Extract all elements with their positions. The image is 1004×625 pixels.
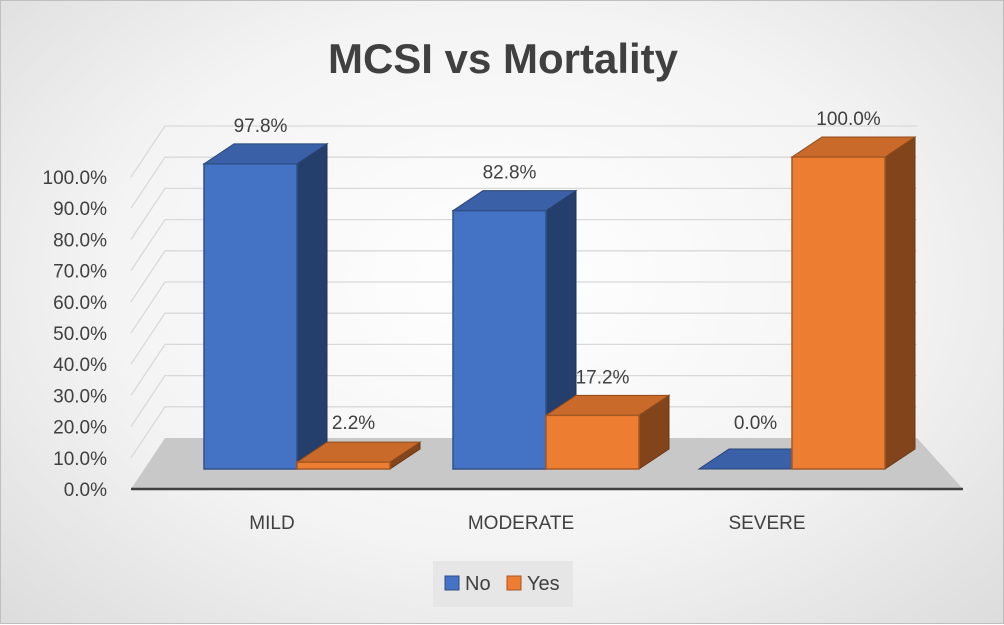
gridline xyxy=(130,156,917,209)
gridline xyxy=(130,250,917,303)
data-label-yes-moderate: 17.2% xyxy=(576,367,630,388)
y-axis-ticks: 0.0% 10.0% 20.0% 30.0% 40.0% 50.0% 60.0% 70.0% 8… xyxy=(43,168,108,501)
gridline xyxy=(130,187,917,240)
gridline xyxy=(130,281,917,334)
y-tick-label: 80.0% xyxy=(53,230,107,251)
y-tick-label: 60.0% xyxy=(53,293,107,314)
bars xyxy=(202,136,917,470)
category-label-severe: SEVERE xyxy=(728,513,805,534)
y-tick-label: 40.0% xyxy=(53,355,107,376)
data-label-no-severe: 0.0% xyxy=(734,413,777,434)
bar-no-mild xyxy=(203,163,298,470)
data-label-no-mild: 97.8% xyxy=(234,116,288,137)
legend-label-yes: Yes xyxy=(527,573,560,595)
data-label-no-moderate: 82.8% xyxy=(483,163,537,184)
bar-side-no-mild xyxy=(296,142,328,470)
y-tick-label: 100.0% xyxy=(43,168,108,189)
y-tick-label: 20.0% xyxy=(53,418,107,439)
gridline xyxy=(130,312,917,365)
bar-yes-severe xyxy=(791,156,886,470)
y-tick-label: 90.0% xyxy=(53,199,107,220)
gridline xyxy=(130,374,917,427)
data-label-yes-mild: 2.2% xyxy=(332,413,375,434)
data-label-yes-severe: 100.0% xyxy=(816,109,881,130)
legend-swatch-no xyxy=(444,575,460,591)
gridline xyxy=(130,343,917,396)
gridline xyxy=(130,218,917,271)
y-tick-label: 10.0% xyxy=(53,449,107,470)
y-tick-label: 0.0% xyxy=(64,480,107,501)
legend-label-no: No xyxy=(465,573,491,595)
gridline xyxy=(130,125,917,178)
bar-side-yes-severe xyxy=(884,136,916,470)
y-tick-label: 50.0% xyxy=(53,324,107,345)
y-tick-label: 70.0% xyxy=(53,262,107,283)
category-labels: MILD MODERATE SEVERE xyxy=(249,513,805,534)
gridlines xyxy=(130,125,917,459)
legend-swatch-yes xyxy=(506,575,522,591)
bar-yes-moderate xyxy=(545,414,640,470)
y-tick-label: 30.0% xyxy=(53,386,107,407)
bar-no-moderate xyxy=(452,209,547,470)
bar-yes-mild xyxy=(296,461,391,470)
category-label-mild: MILD xyxy=(249,513,294,534)
category-label-moderate: MODERATE xyxy=(468,513,574,534)
legend: No Yes xyxy=(433,561,573,607)
chart-title: MCSI vs Mortality xyxy=(328,35,679,82)
data-labels: 97.8% 2.2% 82.8% 17.2% 0.0% 100.0% xyxy=(234,109,881,434)
